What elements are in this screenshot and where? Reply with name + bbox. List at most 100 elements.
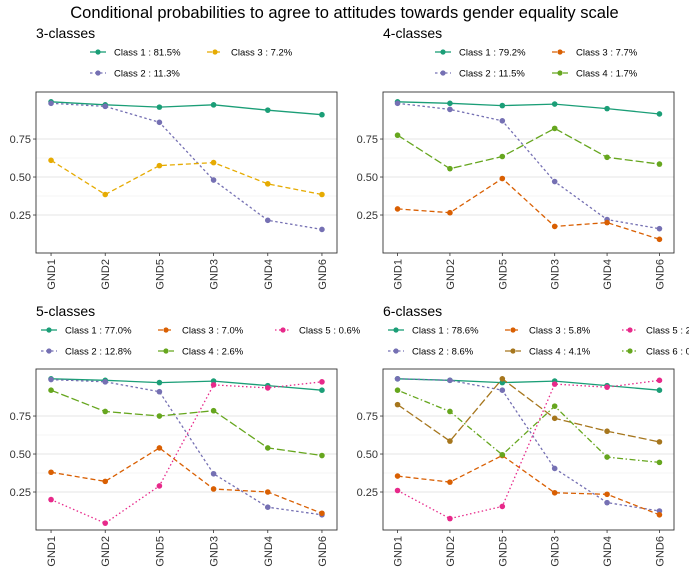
panel-1: 3-classes Class 1 : 81.5%Class 2 : 11.3%C… [10,25,338,290]
x-tick-label: GND5 [154,259,166,290]
x-tick-label: GND6 [654,259,666,290]
data-point [656,459,663,466]
data-point [156,388,163,395]
data-point [551,403,558,409]
legend-key-point [557,49,563,55]
legend-key-point [627,327,633,333]
legend-item: Class 5 : 0.6% [275,326,361,337]
y-tick-label: 0.75 [10,411,31,423]
x-tick-label: GND3 [209,536,221,567]
data-point [604,384,610,390]
panel-border [382,368,675,531]
data-point [656,225,663,232]
data-point [48,100,54,107]
legend-label: Class 5 : 2.3% [646,326,689,337]
legend-item: Class 2 : 12.8% [41,347,132,358]
legend-key-point [163,327,169,333]
series-line [397,379,660,520]
data-point [656,512,663,518]
legend-label: Class 1 : 79.2% [459,48,526,59]
series-line [397,177,660,240]
series-line [50,381,322,524]
series [394,100,663,232]
data-point [551,489,558,496]
data-point [447,479,453,485]
y-tick-label: 0.25 [357,210,378,222]
series-line [50,159,323,196]
legend-item: Class 3 : 5.8% [505,326,591,337]
series-line [50,378,322,516]
legend-label: Class 5 : 0.6% [299,326,361,337]
x-tick-label: GND1 [46,259,58,290]
legend-key-point [163,348,169,354]
legend-item: Class 3 : 7.2% [207,48,293,59]
data-point [102,478,109,485]
data-point [604,499,610,506]
legend-label: Class 4 : 2.6% [182,347,244,358]
data-point [210,159,217,166]
y-tick-label: 0.50 [10,449,31,461]
data-point [319,226,325,233]
data-point [319,111,325,118]
legend-label: Class 1 : 77.0% [65,326,132,337]
data-point [447,438,453,444]
data-point [447,106,453,113]
data-point [156,445,163,451]
legend: Class 1 : 81.5% Class 2 : 11.3% Class 3 : … [90,48,293,80]
data-point [499,153,506,160]
data-point [499,175,506,182]
series [48,379,325,526]
series-line [397,102,660,230]
legend-item: Class 5 : 2.3% [622,326,689,337]
data-point [394,132,401,139]
panel-border [35,368,338,531]
data-point [264,107,271,113]
x-tick-label: GND3 [550,536,562,567]
legend-key-point [510,327,516,333]
panel-border [382,91,675,254]
series [48,387,325,459]
series [394,387,663,466]
series-line [397,101,660,115]
legend-key-point [95,49,101,55]
data-point [447,209,453,216]
legend-item: Class 3 : 7.0% [158,326,244,337]
legend-label: Class 6 : 0.6% [646,347,689,358]
data-point [394,487,401,494]
panel-title: 6-classes [383,303,442,319]
y-tick-label: 0.25 [10,487,31,499]
data-point [447,377,453,384]
x-tick-label: GND1 [46,536,58,567]
data-point [319,379,325,385]
data-point [156,119,163,126]
y-tick-label: 0.50 [10,172,31,184]
legend-label: Class 3 : 7.7% [576,48,638,59]
legend-key-point [46,348,52,354]
series-line [50,378,322,391]
legend-label: Class 3 : 5.8% [529,326,591,337]
x-tick-label: GND2 [100,259,112,290]
x-tick-label: GND5 [497,259,509,290]
data-point [48,496,54,503]
data-point [499,102,506,109]
data-point [447,408,453,415]
series [394,175,663,243]
x-tick-label: GND2 [445,536,457,567]
data-point [551,381,558,387]
data-point [102,103,109,110]
legend: Class 1 : 79.2% Class 2 : 11.5% Class 3 : … [435,48,638,80]
data-point [551,178,558,185]
x-tick-label: GND1 [393,536,405,567]
figure-title: Conditional probabilities to agree to at… [70,4,619,22]
legend-item: Class 4 : 1.7% [552,69,638,80]
y-tick-label: 0.75 [10,134,31,146]
legend-item: Class 6 : 0.6% [622,347,689,358]
data-point [102,379,109,385]
data-point [499,503,506,510]
series [394,375,663,445]
panel-title: 3-classes [36,25,95,41]
legend-key-point [440,70,446,76]
legend-key-point [95,70,101,76]
